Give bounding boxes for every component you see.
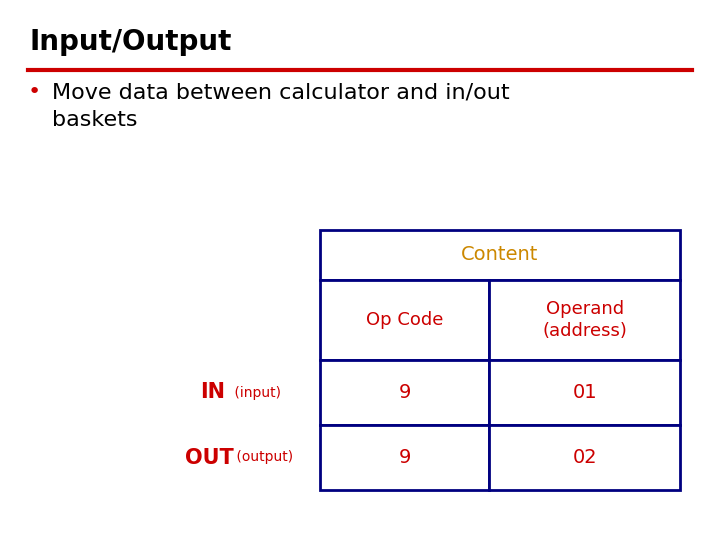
Text: (output): (output) xyxy=(232,450,293,464)
Text: baskets: baskets xyxy=(52,110,138,130)
Text: Content: Content xyxy=(462,246,539,265)
Text: 02: 02 xyxy=(572,448,597,467)
Text: IN: IN xyxy=(200,382,225,402)
Bar xyxy=(489,360,680,425)
Text: 01: 01 xyxy=(572,383,597,402)
Text: OUT: OUT xyxy=(185,448,234,468)
Bar xyxy=(489,425,680,490)
Bar xyxy=(320,425,489,490)
Bar xyxy=(320,360,489,425)
Text: 9: 9 xyxy=(398,448,411,467)
Bar xyxy=(489,280,680,360)
Text: (input): (input) xyxy=(230,386,281,400)
Bar xyxy=(320,230,680,280)
Text: 9: 9 xyxy=(398,383,411,402)
Text: Operand
(address): Operand (address) xyxy=(542,300,627,340)
Text: •: • xyxy=(28,82,41,102)
Bar xyxy=(320,280,489,360)
Text: Move data between calculator and in/out: Move data between calculator and in/out xyxy=(52,82,510,102)
Text: Input/Output: Input/Output xyxy=(30,28,233,56)
Text: Op Code: Op Code xyxy=(366,311,444,329)
